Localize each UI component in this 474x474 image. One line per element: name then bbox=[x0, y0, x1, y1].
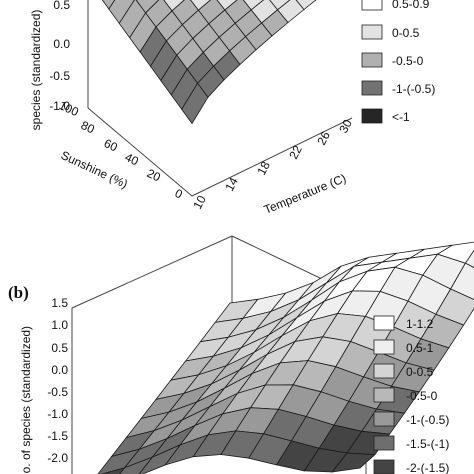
sunshine-axis-label: Sunshine (%) bbox=[59, 148, 130, 191]
z-tick-a-0: 0.5 bbox=[53, 0, 70, 12]
legend-b-label-2: 0-0.5 bbox=[406, 365, 434, 379]
z-tick-a-3: -1.0 bbox=[49, 99, 70, 113]
legend-b-swatch-5 bbox=[373, 435, 395, 451]
legend-a-label-4: <-1 bbox=[392, 110, 410, 124]
surface-cell bbox=[295, 0, 317, 11]
z-tick-b-1: 1.0 bbox=[51, 318, 68, 332]
legend-b: 1-1.2 0.5-1 0-0.5 -0.5-0 -1-(-0.5) -1.5-… bbox=[373, 315, 449, 474]
temperature-tick-3: 22 bbox=[286, 143, 305, 162]
surface-cell bbox=[464, 249, 474, 269]
legend-b-label-4: -1-(-0.5) bbox=[406, 413, 449, 427]
temperature-tick-1: 14 bbox=[222, 175, 241, 194]
box-line-bottom-right bbox=[191, 117, 353, 197]
legend-b-swatch-0 bbox=[373, 315, 395, 331]
sunshine-tick-1: 80 bbox=[79, 118, 97, 136]
surface-b bbox=[97, 241, 474, 474]
surface-cell bbox=[135, 0, 160, 14]
surface-cell bbox=[331, 452, 376, 473]
z-tick-b-2: 0.5 bbox=[51, 341, 68, 355]
panel-a: 0.5 0.0 -0.5 -1.0 species (standardized)… bbox=[29, 0, 435, 217]
legend-b-label-0: 1-1.2 bbox=[406, 317, 434, 331]
legend-b-swatch-6 bbox=[373, 459, 395, 474]
box-line-b-top-left bbox=[71, 235, 233, 309]
legend-a-label-2: -0.5-0 bbox=[392, 54, 424, 68]
panel-b: (b) 1.5 1.0 0.5 0.0 -0.5 -1.0 -1.5 -2.0 … bbox=[8, 235, 474, 474]
surface-cell bbox=[269, 0, 291, 11]
surface-cell bbox=[101, 0, 116, 10]
temperature-axis-label: Temperature (C) bbox=[262, 171, 348, 217]
z-axis-label-b: No. of species (standardized) bbox=[19, 326, 33, 474]
z-tick-a-1: 0.0 bbox=[53, 37, 70, 51]
z-axis-label-a: species (standardized) bbox=[29, 10, 43, 131]
sunshine-tick-4: 20 bbox=[145, 166, 163, 184]
legend-b-label-6: -2-(-1.5) bbox=[406, 461, 449, 474]
surface-cell bbox=[277, 0, 305, 24]
surface-cell bbox=[250, 0, 279, 24]
legend-b-swatch-3 bbox=[373, 387, 395, 403]
temperature-tick-0: 10 bbox=[190, 193, 209, 212]
legend-a-swatch-3 bbox=[361, 80, 383, 96]
legend-b-swatch-1 bbox=[373, 339, 395, 355]
surface-a bbox=[101, 0, 317, 125]
legend-b-swatch-2 bbox=[373, 363, 395, 379]
surface-cell bbox=[171, 0, 199, 26]
legend-b-label-3: -0.5-0 bbox=[406, 389, 438, 403]
temperature-tick-4: 26 bbox=[314, 129, 333, 148]
surface-cell bbox=[190, 0, 211, 11]
z-tick-a-2: -0.5 bbox=[49, 69, 70, 83]
temperature-tick-5: 30 bbox=[336, 117, 355, 136]
surface-cell bbox=[242, 0, 264, 11]
sunshine-tick-5: 0 bbox=[173, 186, 185, 202]
legend-b-label-5: -1.5-(-1) bbox=[406, 437, 449, 451]
sunshine-tick-0: 100 bbox=[57, 98, 81, 119]
legend-a-swatch-1 bbox=[361, 24, 383, 40]
sunshine-tick-3: 40 bbox=[123, 150, 141, 168]
surface-cell bbox=[163, 0, 185, 12]
surface-cell bbox=[108, 0, 135, 25]
legend-b-swatch-4 bbox=[373, 411, 395, 427]
legend-a-swatch-0 bbox=[361, 0, 383, 11]
legend-a: 0.5-0.9 0-0.5 -0.5-0 -1-(-0.5) <-1 bbox=[361, 0, 435, 124]
surface-cell bbox=[197, 0, 226, 25]
z-tick-b-0: 1.5 bbox=[51, 296, 68, 310]
z-tick-b-6: -1.5 bbox=[47, 429, 68, 443]
surface-cell bbox=[216, 0, 238, 11]
legend-a-label-0: 0.5-0.9 bbox=[392, 0, 430, 11]
legend-a-label-3: -1-(-0.5) bbox=[392, 82, 435, 96]
legend-b-label-1: 0.5-1 bbox=[406, 341, 434, 355]
z-tick-b-7: -2.0 bbox=[47, 451, 68, 465]
legend-a-swatch-2 bbox=[361, 52, 383, 68]
surface-cell bbox=[118, 0, 147, 39]
panel-label-b: (b) bbox=[8, 283, 29, 302]
legend-a-label-1: 0-0.5 bbox=[392, 26, 420, 40]
z-tick-b-5: -1.0 bbox=[47, 407, 68, 421]
temperature-tick-2: 18 bbox=[254, 159, 273, 178]
sunshine-tick-2: 60 bbox=[102, 136, 120, 154]
z-tick-b-4: -0.5 bbox=[47, 385, 68, 399]
box-line-bottom-left bbox=[87, 107, 193, 197]
surface-cell bbox=[224, 0, 252, 24]
legend-a-swatch-4 bbox=[361, 108, 383, 124]
z-tick-b-3: 0.0 bbox=[51, 363, 68, 377]
